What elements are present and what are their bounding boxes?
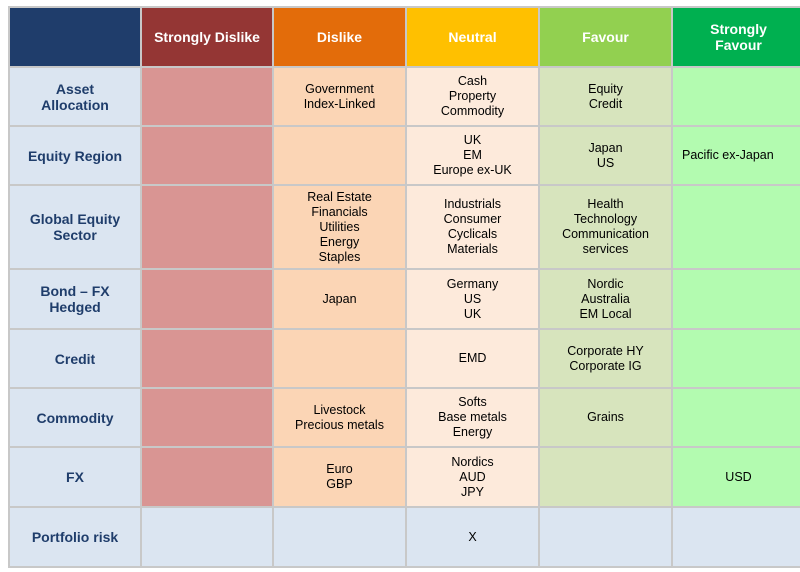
row-label-commodity: Commodity — [10, 389, 140, 446]
cell-strongly-dislike — [142, 508, 272, 566]
row-label-portfolio-risk: Portfolio risk — [10, 508, 140, 566]
header-strongly-favour: Strongly Favour — [673, 8, 800, 66]
cell-dislike: Euro GBP — [274, 448, 405, 506]
cell-dislike: Livestock Precious metals — [274, 389, 405, 446]
cell-neutral: Industrials Consumer Cyclicals Materials — [407, 186, 538, 268]
cell-strongly-favour: USD — [673, 448, 800, 506]
row-label-asset-allocation: Asset Allocation — [10, 68, 140, 125]
cell-strongly-dislike — [142, 448, 272, 506]
cell-neutral: Nordics AUD JPY — [407, 448, 538, 506]
row-label-bond-fx-hedged: Bond – FX Hedged — [10, 270, 140, 328]
header-neutral: Neutral — [407, 8, 538, 66]
cell-neutral: UK EM Europe ex-UK — [407, 127, 538, 184]
header-favour: Favour — [540, 8, 671, 66]
cell-favour: Grains — [540, 389, 671, 446]
cell-strongly-favour — [673, 389, 800, 446]
row-label-global-equity-sector: Global Equity Sector — [10, 186, 140, 268]
cell-strongly-favour — [673, 68, 800, 125]
row-label-equity-region: Equity Region — [10, 127, 140, 184]
asset-allocation-table: Strongly Dislike Dislike Neutral Favour … — [8, 6, 800, 568]
cell-favour: Corporate HY Corporate IG — [540, 330, 671, 387]
cell-dislike: Japan — [274, 270, 405, 328]
cell-neutral: Germany US UK — [407, 270, 538, 328]
row-label-credit: Credit — [10, 330, 140, 387]
table-corner — [10, 8, 140, 66]
cell-neutral: Softs Base metals Energy — [407, 389, 538, 446]
cell-strongly-dislike — [142, 330, 272, 387]
cell-dislike — [274, 330, 405, 387]
cell-neutral: Cash Property Commodity — [407, 68, 538, 125]
cell-favour — [540, 448, 671, 506]
cell-strongly-dislike — [142, 270, 272, 328]
cell-favour: Nordic Australia EM Local — [540, 270, 671, 328]
header-dislike: Dislike — [274, 8, 405, 66]
cell-neutral: X — [407, 508, 538, 566]
cell-favour — [540, 508, 671, 566]
cell-dislike — [274, 127, 405, 184]
cell-favour: Health Technology Communication services — [540, 186, 671, 268]
cell-strongly-dislike — [142, 389, 272, 446]
cell-strongly-dislike — [142, 127, 272, 184]
cell-strongly-favour — [673, 508, 800, 566]
cell-strongly-favour — [673, 330, 800, 387]
cell-dislike: Government Index-Linked — [274, 68, 405, 125]
cell-strongly-dislike — [142, 68, 272, 125]
header-strongly-dislike: Strongly Dislike — [142, 8, 272, 66]
cell-strongly-dislike — [142, 186, 272, 268]
cell-favour: Japan US — [540, 127, 671, 184]
cell-favour: Equity Credit — [540, 68, 671, 125]
cell-dislike — [274, 508, 405, 566]
cell-strongly-favour — [673, 186, 800, 268]
cell-neutral: EMD — [407, 330, 538, 387]
cell-dislike: Real Estate Financials Utilities Energy … — [274, 186, 405, 268]
cell-strongly-favour — [673, 270, 800, 328]
cell-strongly-favour: Pacific ex-Japan — [673, 127, 800, 184]
row-label-fx: FX — [10, 448, 140, 506]
